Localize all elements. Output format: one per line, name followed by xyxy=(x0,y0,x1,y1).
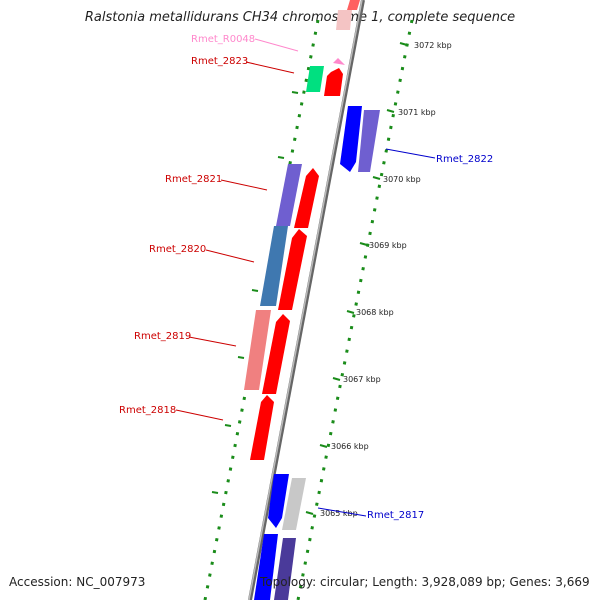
gene-rmet-r0048[interactable] xyxy=(333,58,345,65)
tick-label-3067: 3067 kbp xyxy=(343,375,381,384)
gene-rmet-2823-green[interactable] xyxy=(306,66,324,92)
feature-bottom-navy[interactable] xyxy=(274,538,296,600)
feature-bottom-blue[interactable] xyxy=(254,534,278,600)
label-rmet-r0048[interactable]: Rmet_R0048 xyxy=(191,34,255,45)
gene-rmet-2823[interactable] xyxy=(324,68,343,96)
gene-rmet-2820-steel[interactable] xyxy=(260,226,288,306)
label-rmet-2821[interactable]: Rmet_2821 xyxy=(165,174,222,185)
label-rmet-2818[interactable]: Rmet_2818 xyxy=(119,405,176,416)
tick-label-3070: 3070 kbp xyxy=(383,175,421,184)
tick-label-3066: 3066 kbp xyxy=(331,442,369,451)
label-rmet-2817[interactable]: Rmet_2817 xyxy=(367,510,424,521)
leader-rmet-2822 xyxy=(385,148,436,159)
gene-rmet-2821[interactable] xyxy=(294,168,319,228)
gene-rmet-2817[interactable] xyxy=(282,478,306,530)
gene-rmet-2817-blue[interactable] xyxy=(268,474,289,528)
gene-rmet-2821-purple[interactable] xyxy=(276,164,302,226)
feature-top-pink[interactable] xyxy=(336,10,352,30)
feature-top-red[interactable] xyxy=(347,0,360,10)
chromosome-backbone xyxy=(248,0,365,600)
tick-label-3069: 3069 kbp xyxy=(369,241,407,250)
major-ticks xyxy=(211,42,408,515)
leader-rmet-2817 xyxy=(317,507,367,517)
tick-label-3068: 3068 kbp xyxy=(356,308,394,317)
leader-rmet-2820 xyxy=(205,249,255,263)
label-rmet-2823[interactable]: Rmet_2823 xyxy=(191,56,248,67)
gene-rmet-2820[interactable] xyxy=(278,229,307,310)
map-title: Ralstonia metallidurans CH34 chromosome … xyxy=(84,10,516,25)
leader-rmet-2821 xyxy=(220,179,268,191)
label-rmet-2819[interactable]: Rmet_2819 xyxy=(134,331,191,342)
gene-rmet-2819-salmon[interactable] xyxy=(244,310,271,390)
leader-rmet-2819 xyxy=(188,336,237,347)
inner-dotted-ring xyxy=(203,19,320,600)
gene-rmet-2822-a[interactable] xyxy=(340,106,362,172)
leader-rmet-2823 xyxy=(245,61,295,74)
gene-rmet-2822-b[interactable] xyxy=(358,110,380,172)
leader-rmet-r0048 xyxy=(254,38,299,52)
leader-rmet-2818 xyxy=(175,409,224,421)
gene-rmet-2818[interactable] xyxy=(250,395,274,460)
topology-stats: Topology: circular; Length: 3,928,089 bp… xyxy=(260,575,590,589)
outer-dotted-ring xyxy=(296,19,414,600)
label-rmet-2820[interactable]: Rmet_2820 xyxy=(149,244,206,255)
tick-label-3071: 3071 kbp xyxy=(398,108,436,117)
tick-label-3065: 3065 kbp xyxy=(320,509,358,518)
tick-label-3072: 3072 kbp xyxy=(414,41,452,50)
label-rmet-2822[interactable]: Rmet_2822 xyxy=(436,154,493,165)
gene-rmet-2819[interactable] xyxy=(262,314,290,394)
backbone-highlight xyxy=(248,0,363,600)
accession-text: Accession: NC_007973 xyxy=(9,575,146,589)
